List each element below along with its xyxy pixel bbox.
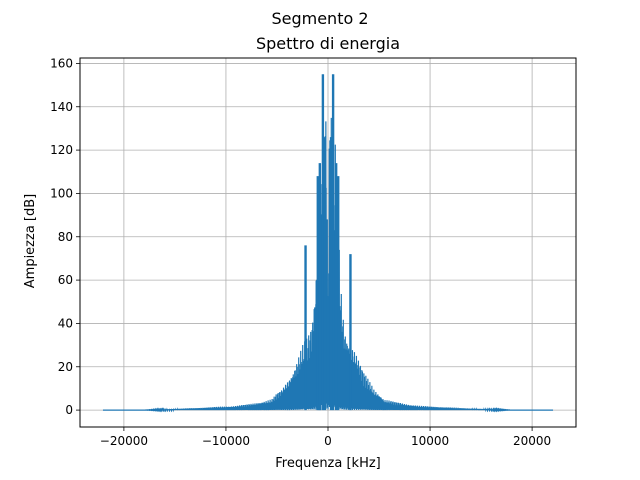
y-tick-label: 120: [50, 143, 73, 157]
x-axis-label: Frequenza [kHz]: [275, 456, 381, 471]
spectrum-series-line: [102, 117, 554, 413]
y-tick-label: 0: [65, 403, 73, 417]
x-tick-label: −20000: [100, 434, 148, 448]
x-tick-label: 0: [324, 434, 332, 448]
x-tick-label: 10000: [411, 434, 449, 448]
x-tick-label: 20000: [513, 434, 551, 448]
chart-suptitle: Segmento 2: [271, 9, 368, 28]
y-tick-label: 160: [50, 56, 73, 70]
y-axis-label: Ampiezza [dB]: [23, 194, 38, 288]
y-tick-label: 100: [50, 186, 73, 200]
x-axis-ticks: −20000 −10000 0 10000 20000: [100, 427, 551, 448]
y-tick-label: 60: [58, 273, 73, 287]
chart-title: Spettro di energia: [256, 34, 400, 53]
y-axis-ticks: 0 20 40 60 80 100 120 140 160: [50, 56, 80, 417]
plot-area: [102, 74, 554, 413]
peak-lines: [304, 74, 352, 411]
y-tick-label: 40: [58, 316, 73, 330]
y-tick-label: 140: [50, 100, 73, 114]
y-tick-label: 80: [58, 230, 73, 244]
x-tick-label: −10000: [202, 434, 250, 448]
y-tick-label: 20: [58, 360, 73, 374]
